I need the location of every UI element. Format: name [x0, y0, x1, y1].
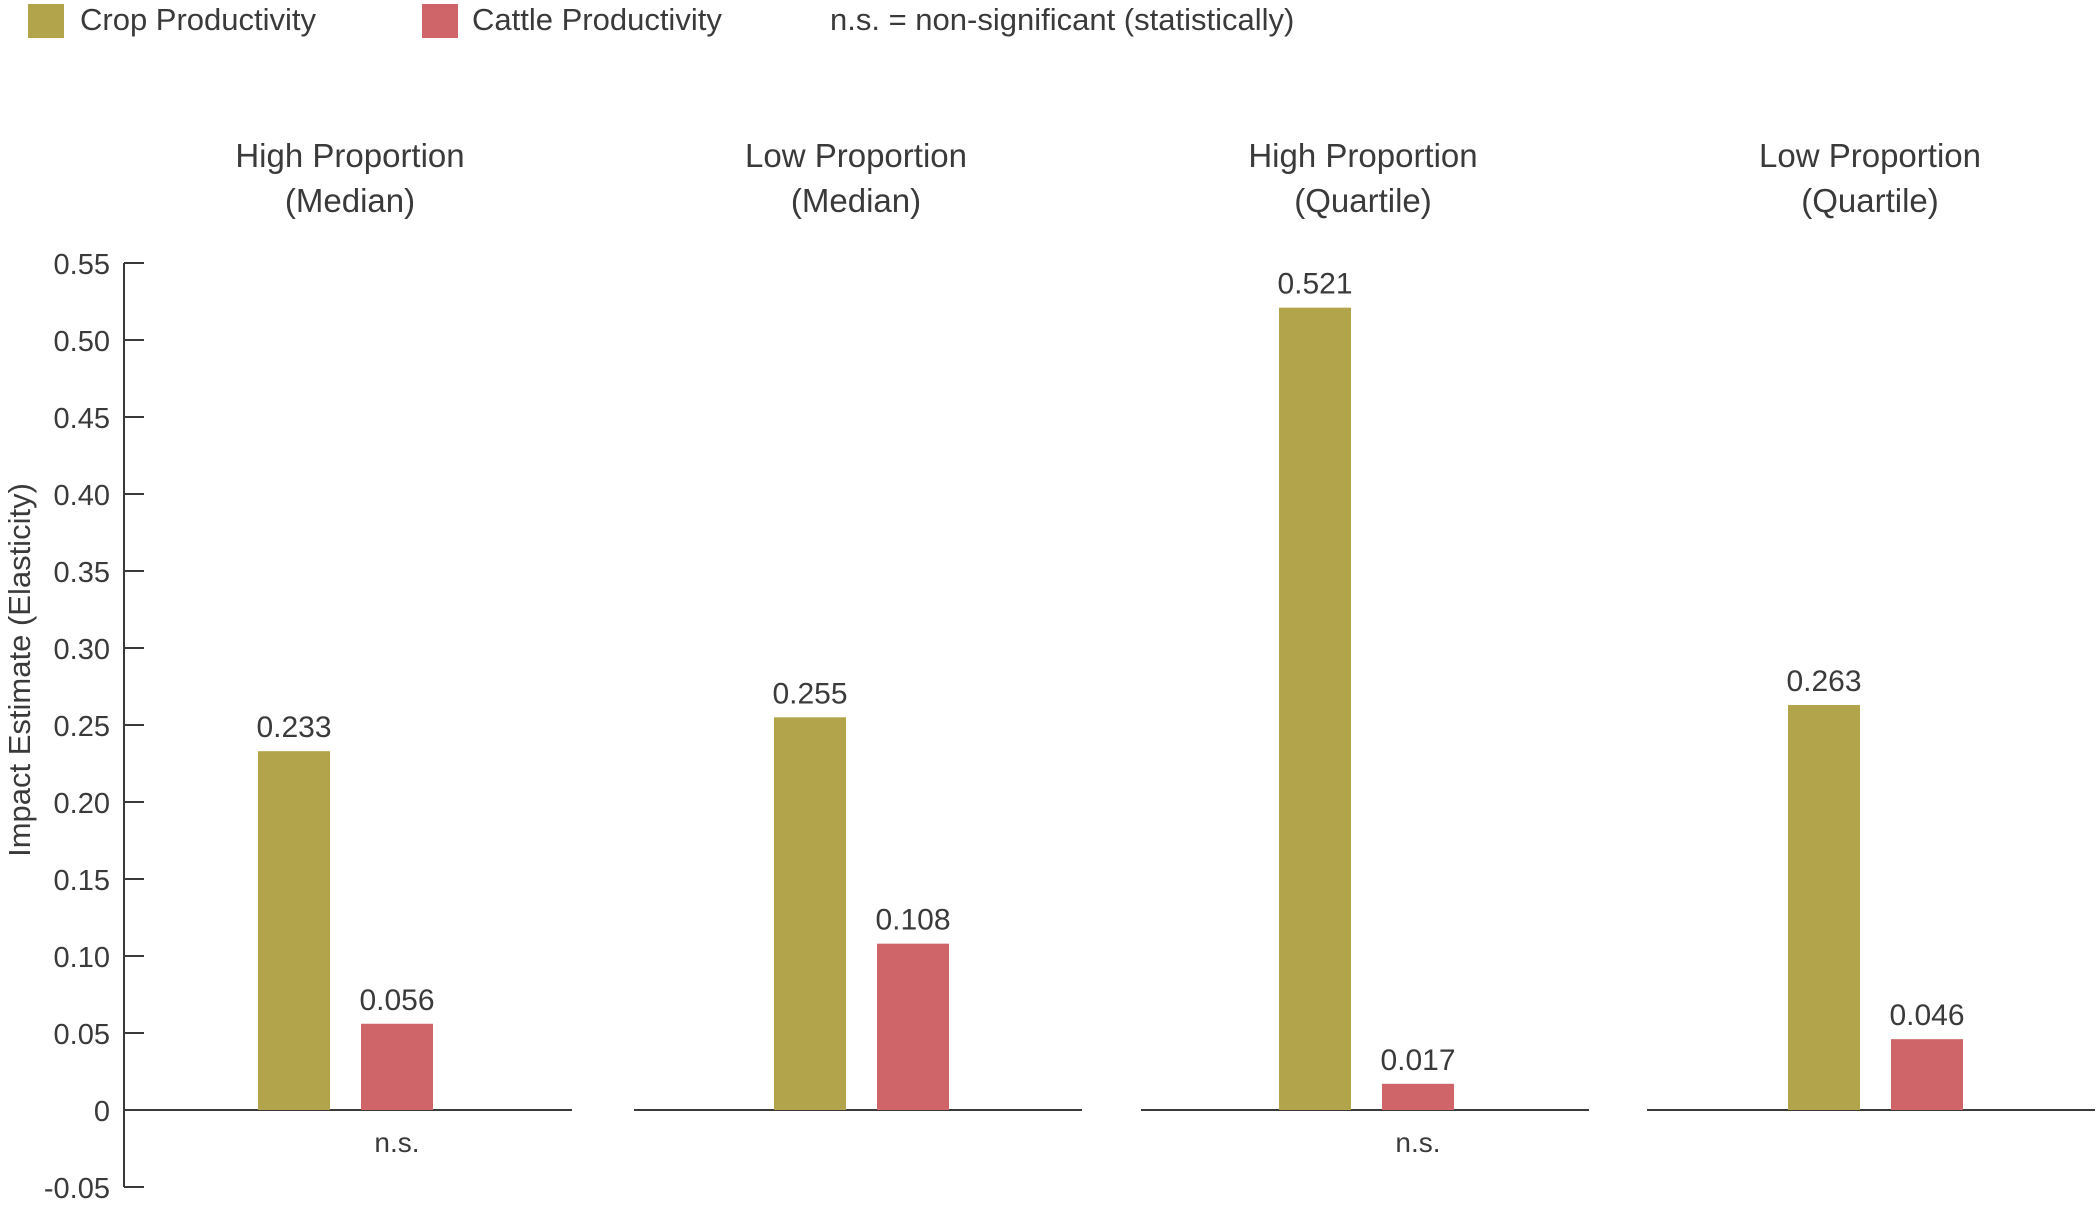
y-tick-label: 0.55: [54, 249, 110, 281]
panel-title-line1: High Proportion: [235, 137, 464, 174]
data-label-crop: 0.521: [1277, 268, 1352, 301]
y-tick-label: 0.45: [54, 403, 110, 435]
data-label-crop: 0.233: [256, 711, 331, 744]
y-tick-label: 0.30: [54, 634, 110, 666]
panel-title-line1: High Proportion: [1248, 137, 1477, 174]
data-label-cattle: 0.108: [875, 904, 950, 937]
bar-crop: [1788, 704, 1860, 1110]
y-tick-label: 0.15: [54, 865, 110, 897]
bar-cattle: [1891, 1039, 1963, 1110]
panel-title-line2: (Quartile): [1294, 182, 1432, 219]
panel-title-line2: (Median): [285, 182, 415, 219]
panel-1: High Proportion (Median) 0.233 0.056 n.s.: [124, 137, 572, 1158]
legend: Crop Productivity Cattle Productivity n.…: [28, 2, 1294, 38]
panel-2: Low Proportion (Median) 0.255 0.108: [634, 137, 1082, 1111]
y-tick-label: 0.05: [54, 1019, 110, 1051]
bar-cattle: [877, 943, 949, 1110]
bar-cattle: [1382, 1083, 1454, 1110]
bar-crop: [258, 751, 330, 1110]
y-tick-label: 0.40: [54, 480, 110, 512]
y-tick-label: 0.35: [54, 557, 110, 589]
panel-4: Low Proportion (Quartile) 0.263 0.046: [1647, 137, 2095, 1111]
bar-cattle: [361, 1023, 433, 1110]
y-tick-label: 0.50: [54, 326, 110, 358]
data-label-cattle: 0.046: [1889, 999, 1964, 1032]
y-axis-label: Impact Estimate (Elasticity): [2, 483, 37, 857]
ns-label: n.s.: [374, 1127, 419, 1158]
legend-swatch-cattle: [422, 4, 458, 38]
panel-title-line1: Low Proportion: [1759, 137, 1981, 174]
data-label-cattle: 0.017: [1380, 1044, 1455, 1077]
y-tick-label: 0: [94, 1096, 110, 1128]
panel-title-line2: (Median): [791, 182, 921, 219]
bar-crop: [1279, 307, 1351, 1110]
y-axis: 0.55 0.50 0.45 0.40 0.35 0.30 0.25 0.20 0.15 0.10…: [44, 249, 144, 1205]
bar-crop: [774, 717, 846, 1110]
legend-swatch-crop: [28, 4, 64, 38]
legend-note: n.s. = non-significant (statistically): [830, 2, 1294, 37]
data-label-cattle: 0.056: [359, 984, 434, 1017]
panel-title-line1: Low Proportion: [745, 137, 967, 174]
y-tick-label: 0.25: [54, 711, 110, 743]
legend-label-cattle: Cattle Productivity: [472, 2, 722, 37]
ns-label: n.s.: [1395, 1127, 1440, 1158]
panel-title-line2: (Quartile): [1801, 182, 1939, 219]
panels: High Proportion (Median) 0.233 0.056 n.s. Low…: [124, 137, 2095, 1158]
y-tick-label: 0.10: [54, 942, 110, 974]
data-label-crop: 0.263: [1786, 665, 1861, 698]
panel-3: High Proportion (Quartile) 0.521 0.017 n.s.: [1141, 137, 1589, 1158]
data-label-crop: 0.255: [772, 677, 847, 710]
y-tick-label: 0.20: [54, 788, 110, 820]
legend-label-crop: Crop Productivity: [80, 2, 317, 37]
y-tick-label: -0.05: [44, 1173, 110, 1205]
